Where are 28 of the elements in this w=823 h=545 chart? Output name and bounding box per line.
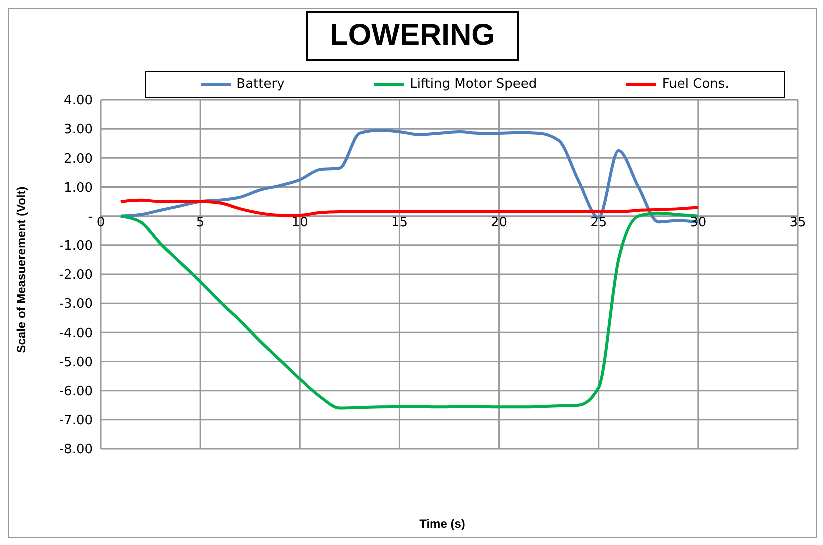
y-tick-label: 4.00 [64,94,93,109]
y-tick-label: -7.00 [59,414,93,429]
x-tick-label: 25 [590,215,608,230]
x-tick-label: 10 [292,215,308,230]
x-tick-label: 35 [790,215,806,230]
y-tick-label: 3.00 [64,122,93,138]
y-tick-label: -8.00 [59,442,93,458]
x-tick-label: 0 [96,215,106,230]
x-axis-title: Time (s) [418,517,466,531]
legend-label: Lifting Motor Speed [409,77,538,92]
x-tick-label: 30 [690,215,707,230]
x-tick-label: 20 [491,215,508,230]
legend-label: Fuel Cons. [661,77,730,92]
y-tick-label: -6.00 [59,384,93,400]
y-tick-label: -1.00 [59,239,93,254]
y-tick-label: -4.00 [59,326,93,342]
y-tick-label: -5.00 [59,355,93,370]
x-tick-label: 15 [391,215,408,230]
y-tick-label: 2.00 [64,152,93,167]
y-tick-label: -3.00 [59,297,93,312]
y-axis-title: Scale of Measuerement (Volt) [14,186,28,354]
legend-label: Battery [236,77,285,92]
y-tick-label: -2.00 [59,268,93,284]
x-tick-label: 5 [196,215,205,230]
y-tick-label: 1.00 [64,180,93,196]
line-series [119,198,700,217]
chart-title: LOWERING [306,11,519,61]
y-tick-label: - [88,210,94,225]
